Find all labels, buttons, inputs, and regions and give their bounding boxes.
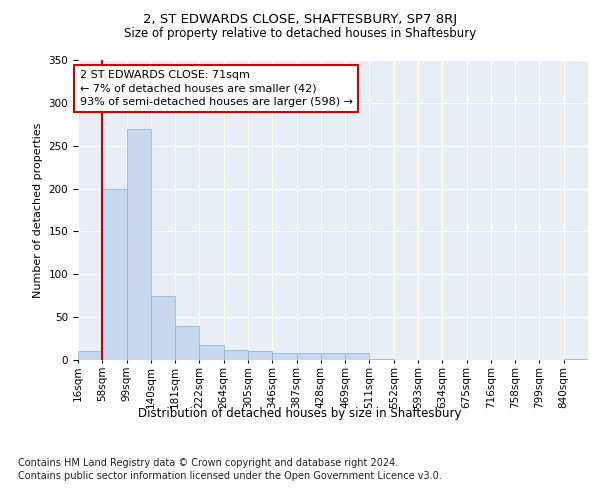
Text: 2 ST EDWARDS CLOSE: 71sqm
← 7% of detached houses are smaller (42)
93% of semi-d: 2 ST EDWARDS CLOSE: 71sqm ← 7% of detach… — [80, 70, 353, 106]
Bar — [272, 353, 296, 360]
Bar — [345, 353, 370, 360]
Text: Distribution of detached houses by size in Shaftesbury: Distribution of detached houses by size … — [138, 408, 462, 420]
Bar — [296, 353, 321, 360]
Bar — [199, 346, 224, 360]
Text: Contains HM Land Registry data © Crown copyright and database right 2024.: Contains HM Land Registry data © Crown c… — [18, 458, 398, 468]
Y-axis label: Number of detached properties: Number of detached properties — [33, 122, 43, 298]
Bar — [175, 326, 199, 360]
Bar — [224, 350, 248, 360]
Text: Contains public sector information licensed under the Open Government Licence v3: Contains public sector information licen… — [18, 471, 442, 481]
Bar — [321, 353, 345, 360]
Bar — [248, 352, 272, 360]
Bar — [151, 296, 175, 360]
Text: Size of property relative to detached houses in Shaftesbury: Size of property relative to detached ho… — [124, 28, 476, 40]
Bar — [370, 359, 394, 360]
Bar — [564, 359, 588, 360]
Bar — [102, 188, 127, 360]
Bar — [78, 352, 102, 360]
Text: 2, ST EDWARDS CLOSE, SHAFTESBURY, SP7 8RJ: 2, ST EDWARDS CLOSE, SHAFTESBURY, SP7 8R… — [143, 12, 457, 26]
Bar — [127, 128, 151, 360]
